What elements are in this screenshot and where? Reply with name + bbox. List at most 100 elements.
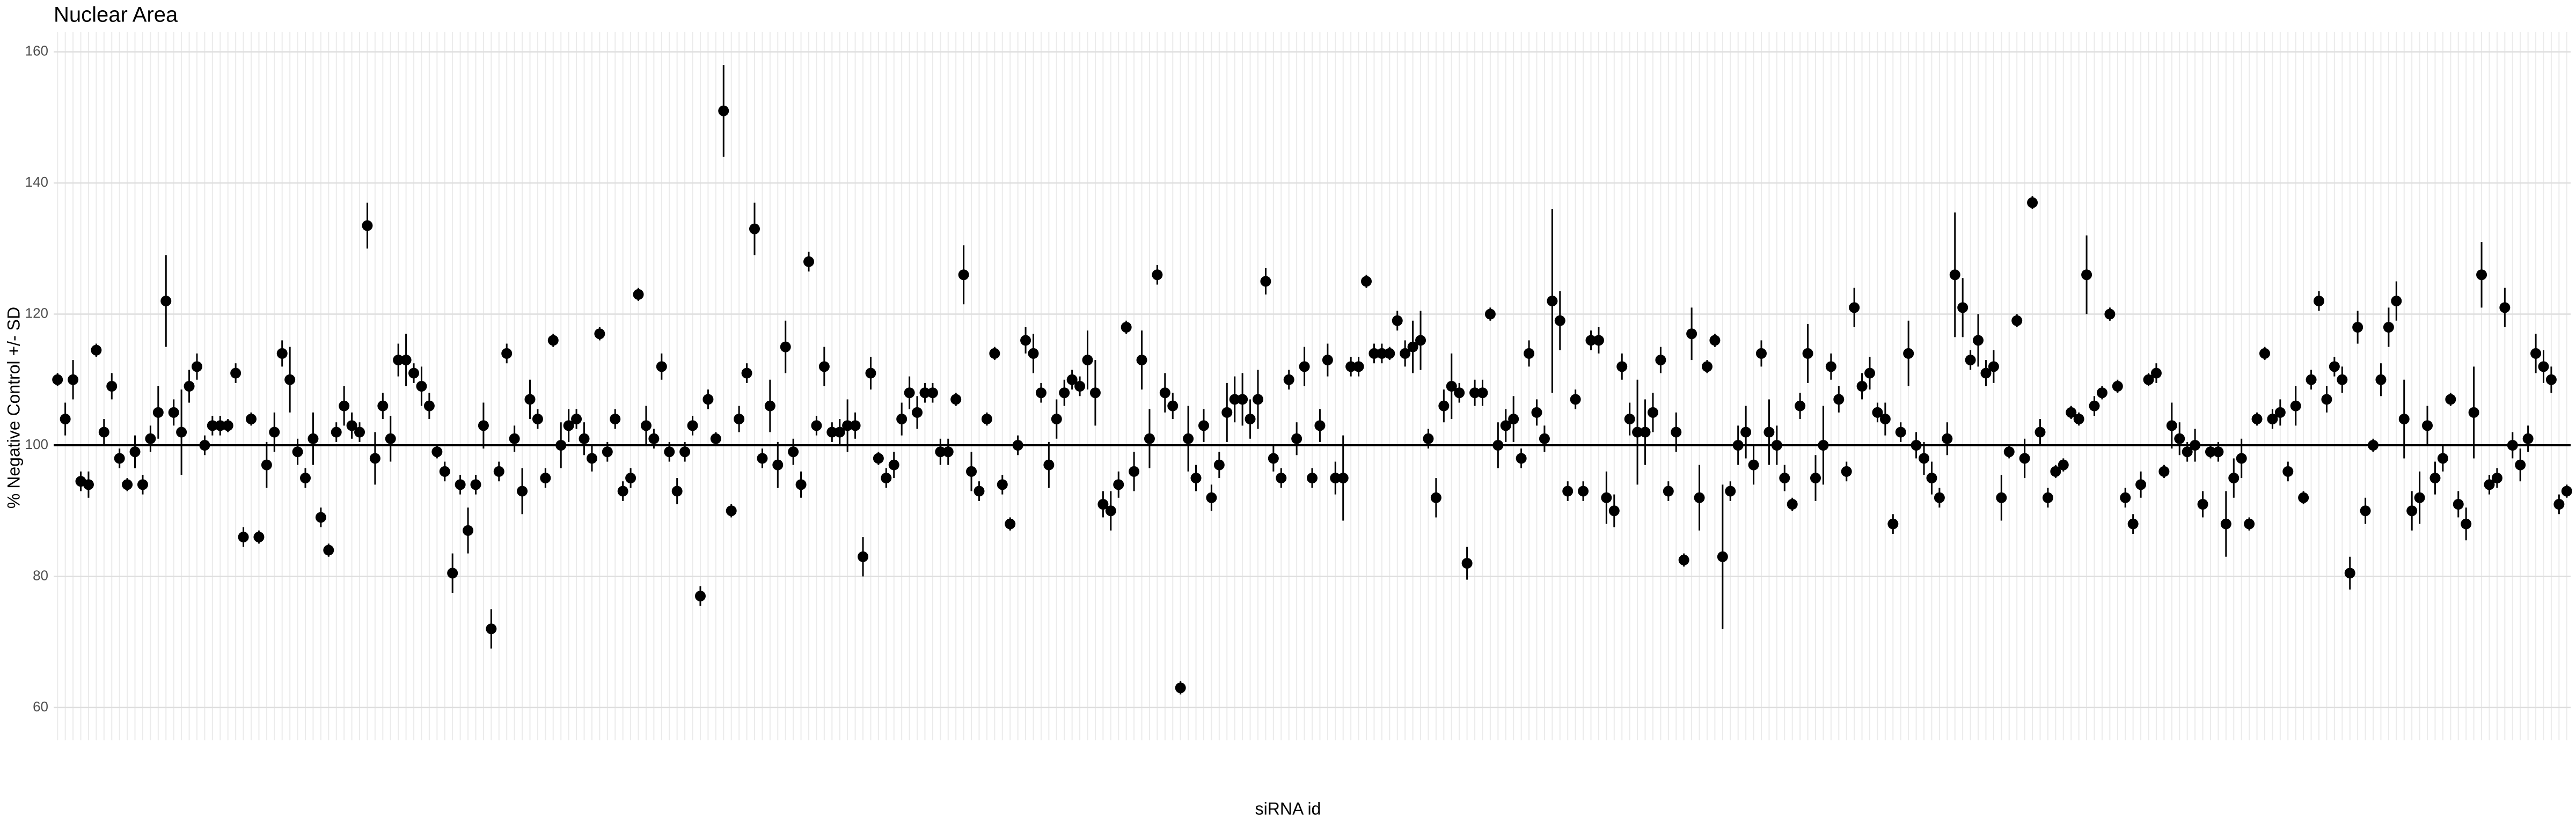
- point: [2127, 518, 2139, 529]
- point: [865, 367, 876, 379]
- point: [818, 361, 830, 372]
- point: [834, 426, 845, 438]
- point: [1810, 473, 1821, 484]
- point: [284, 374, 296, 385]
- point: [1035, 387, 1046, 399]
- point: [408, 367, 420, 379]
- point: [1942, 433, 1953, 444]
- point: [152, 407, 164, 418]
- point: [1144, 433, 1155, 444]
- point: [648, 433, 660, 444]
- point: [2042, 492, 2053, 503]
- point: [1973, 335, 1984, 346]
- point: [2050, 466, 2061, 477]
- point: [245, 414, 257, 425]
- point: [1368, 348, 1380, 359]
- point: [1578, 485, 1589, 497]
- point: [129, 446, 141, 458]
- point: [1299, 361, 1310, 372]
- point: [1787, 499, 1798, 510]
- point: [1725, 485, 1736, 497]
- point: [2282, 466, 2294, 477]
- y-axis-title: % Negative Control +/- SD: [4, 307, 23, 509]
- point: [1074, 381, 1086, 392]
- point: [904, 387, 915, 399]
- point: [346, 420, 357, 431]
- point: [942, 446, 954, 458]
- point: [586, 453, 597, 464]
- point: [2368, 440, 2379, 451]
- point: [935, 446, 946, 458]
- point: [1655, 355, 1666, 366]
- point: [671, 485, 683, 497]
- point: [2205, 446, 2216, 458]
- point: [1206, 492, 1217, 503]
- point: [2553, 499, 2565, 510]
- point: [52, 374, 63, 385]
- point: [780, 341, 791, 352]
- point: [315, 512, 326, 523]
- point: [1647, 407, 1658, 418]
- point: [276, 348, 288, 359]
- point: [2321, 394, 2332, 405]
- point: [1268, 453, 1279, 464]
- point: [1229, 394, 1240, 405]
- point: [826, 426, 838, 438]
- x-axis-title: siRNA id: [1255, 799, 1321, 818]
- point: [1996, 492, 2007, 503]
- point: [602, 446, 613, 458]
- point: [339, 400, 350, 411]
- point: [1524, 348, 1535, 359]
- point: [2538, 361, 2549, 372]
- point: [1423, 433, 1434, 444]
- point: [145, 433, 156, 444]
- point: [2298, 492, 2309, 503]
- point: [2329, 361, 2340, 372]
- point: [2306, 374, 2317, 385]
- point: [1461, 558, 1473, 569]
- point: [726, 505, 737, 517]
- point: [1965, 355, 1976, 366]
- point: [478, 420, 489, 431]
- point: [547, 335, 559, 346]
- point: [1802, 348, 1813, 359]
- point: [710, 433, 721, 444]
- point: [362, 220, 373, 231]
- point: [308, 433, 319, 444]
- point: [1957, 302, 1968, 313]
- point: [1818, 440, 1829, 451]
- point: [184, 381, 195, 392]
- point: [2120, 492, 2131, 503]
- point: [1856, 381, 1868, 392]
- point: [331, 426, 342, 438]
- point: [1376, 348, 1387, 359]
- point: [2081, 269, 2092, 281]
- point: [354, 426, 365, 438]
- point: [2290, 400, 2301, 411]
- point: [1097, 499, 1109, 510]
- point: [664, 446, 675, 458]
- point: [811, 420, 822, 431]
- point: [687, 420, 698, 431]
- point: [1887, 518, 1899, 529]
- point: [532, 414, 543, 425]
- point: [1066, 374, 1078, 385]
- point: [199, 440, 210, 451]
- point: [2522, 433, 2534, 444]
- point: [1484, 308, 1496, 320]
- point: [1469, 387, 1481, 399]
- point: [1640, 426, 1651, 438]
- point: [896, 414, 908, 425]
- point: [795, 479, 807, 490]
- point: [1415, 335, 1426, 346]
- point: [1601, 492, 1612, 503]
- point: [772, 459, 784, 470]
- point: [1771, 440, 1782, 451]
- y-tick-label: 160: [25, 43, 48, 59]
- point: [1089, 387, 1101, 399]
- point: [2561, 485, 2572, 497]
- point: [1198, 420, 1209, 431]
- point: [2530, 348, 2542, 359]
- point: [966, 466, 977, 477]
